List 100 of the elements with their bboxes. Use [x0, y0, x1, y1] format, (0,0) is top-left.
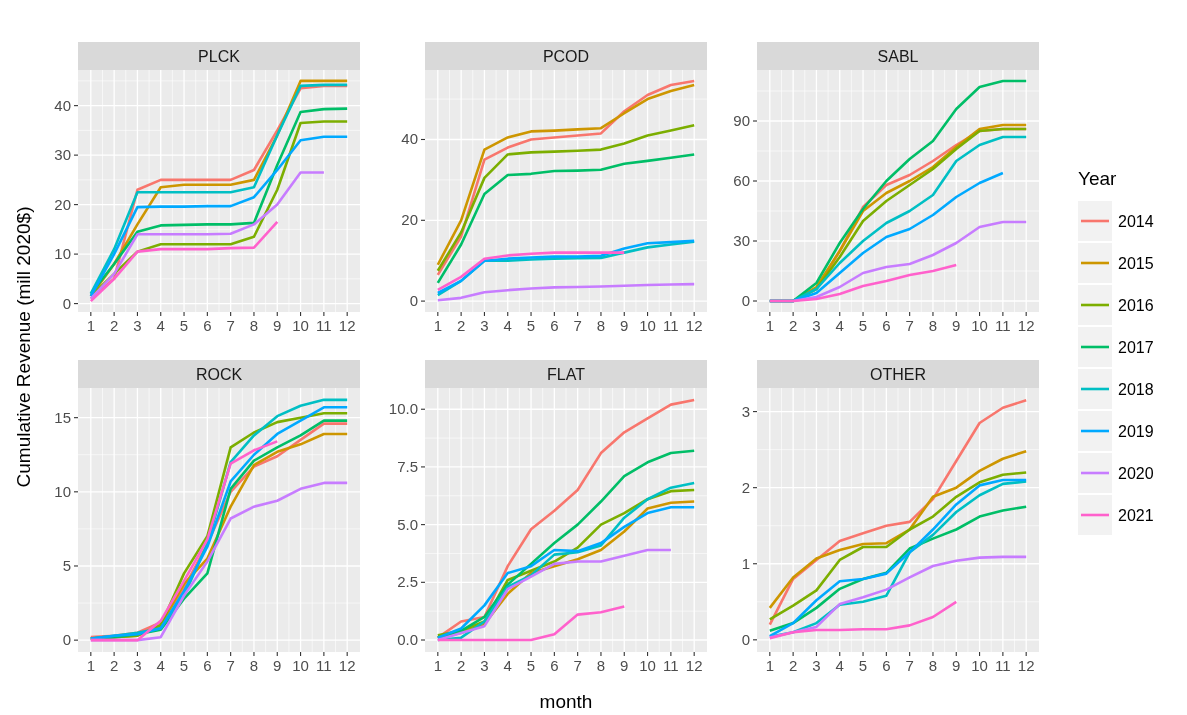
x-tick-label: 6 [203, 657, 212, 674]
x-tick-label: 3 [812, 317, 821, 334]
x-tick-label: 11 [663, 317, 679, 334]
x-tick-label: 1 [765, 657, 774, 674]
x-tick-label: 5 [526, 317, 536, 334]
y-tick-label: 30 [54, 146, 71, 164]
y-tick-label: 7.5 [397, 457, 418, 475]
legend-label: 2019 [1118, 423, 1154, 440]
x-tick-label: 10 [639, 657, 656, 674]
x-tick-label: 1 [765, 317, 774, 334]
y-axis-title: Cumulative Revenue (mill 2020$) [13, 206, 34, 488]
x-tick-label: 4 [503, 317, 512, 334]
x-tick-label: 2 [109, 317, 119, 334]
chart-title: PLCK [198, 48, 241, 65]
chart-title: OTHER [870, 366, 926, 383]
x-tick-label: 1 [433, 657, 442, 674]
y-tick-label: 2 [741, 478, 750, 496]
chart-title: FLAT [547, 366, 586, 383]
x-tick-label: 10 [971, 657, 988, 674]
y-tick-label: 5 [62, 556, 71, 574]
x-tick-label: 1 [433, 317, 442, 334]
x-tick-label: 8 [249, 657, 259, 674]
x-tick-label: 3 [480, 657, 489, 674]
y-tick-label: 20 [401, 211, 418, 229]
legend-label: 2017 [1118, 339, 1154, 356]
x-tick-label: 7 [573, 657, 582, 674]
x-tick-label: 8 [596, 317, 606, 334]
x-tick-label: 2 [788, 657, 798, 674]
x-tick-label: 5 [858, 317, 868, 334]
y-tick-label: 40 [401, 130, 418, 148]
x-tick-label: 1 [86, 657, 95, 674]
x-tick-label: 4 [156, 657, 165, 674]
x-tick-label: 11 [995, 317, 1011, 334]
y-tick-label: 5.0 [397, 515, 418, 533]
x-tick-label: 10 [639, 317, 656, 334]
x-tick-label: 9 [952, 317, 961, 334]
y-tick-label: 30 [733, 232, 750, 249]
x-tick-label: 2 [788, 317, 798, 334]
x-tick-label: 11 [663, 657, 679, 674]
x-tick-label: 7 [573, 317, 582, 334]
legend-label: 2014 [1118, 213, 1154, 230]
x-tick-label: 7 [226, 657, 235, 674]
y-tick-label: 60 [733, 172, 750, 189]
x-tick-label: 4 [156, 317, 165, 334]
x-tick-label: 6 [550, 317, 559, 334]
x-tick-label: 5 [526, 657, 536, 674]
y-tick-label: 0.0 [397, 631, 418, 648]
x-tick-label: 7 [905, 657, 914, 674]
x-tick-label: 12 [1017, 657, 1035, 674]
x-tick-label: 8 [249, 317, 259, 334]
x-tick-label: 3 [480, 317, 489, 334]
y-tick-label: 0 [741, 630, 750, 648]
x-tick-label: 3 [812, 657, 821, 674]
x-tick-label: 6 [550, 657, 559, 674]
x-tick-label: 11 [316, 317, 332, 334]
x-tick-label: 7 [905, 317, 914, 334]
y-tick-label: 20 [54, 195, 71, 213]
x-tick-label: 10 [292, 657, 309, 674]
x-tick-label: 5 [858, 657, 868, 674]
x-tick-label: 9 [273, 657, 282, 674]
x-axis-title: month [539, 691, 593, 712]
x-tick-label: 10 [971, 317, 988, 334]
x-tick-label: 6 [882, 317, 891, 334]
y-tick-label: 2.5 [397, 573, 418, 591]
x-tick-label: 2 [109, 657, 119, 674]
x-tick-label: 9 [620, 657, 629, 674]
y-tick-label: 90 [733, 112, 750, 129]
x-tick-label: 2 [456, 657, 466, 674]
legend-title: Year [1078, 168, 1118, 189]
y-tick-label: 40 [54, 96, 71, 114]
y-tick-label: 10.0 [388, 400, 418, 418]
x-tick-label: 1 [86, 317, 95, 334]
x-tick-label: 7 [226, 317, 235, 334]
y-tick-label: 0 [62, 631, 71, 649]
legend-label: 2018 [1118, 381, 1154, 398]
x-tick-label: 8 [928, 657, 938, 674]
x-tick-label: 4 [503, 657, 512, 674]
y-tick-label: 0 [409, 292, 418, 310]
y-tick-label: 15 [54, 408, 71, 426]
legend-label: 2021 [1118, 507, 1154, 524]
x-tick-label: 3 [133, 657, 142, 674]
chart-title: PCOD [542, 48, 590, 65]
y-tick-label: 10 [54, 482, 71, 500]
legend-label: 2016 [1118, 297, 1154, 314]
x-tick-label: 11 [316, 657, 332, 674]
x-tick-label: 10 [292, 317, 309, 334]
x-tick-label: 12 [685, 317, 703, 334]
x-tick-label: 12 [338, 657, 356, 674]
x-tick-label: 11 [995, 657, 1011, 674]
x-tick-label: 9 [952, 657, 961, 674]
x-tick-label: 3 [133, 317, 142, 334]
x-tick-label: 8 [928, 317, 938, 334]
x-tick-label: 5 [179, 657, 189, 674]
legend-label: 2015 [1118, 255, 1154, 272]
y-tick-label: 10 [54, 245, 71, 263]
x-tick-label: 8 [596, 657, 606, 674]
chart-title: ROCK [195, 366, 243, 383]
x-tick-label: 12 [338, 317, 356, 334]
x-tick-label: 6 [203, 317, 212, 334]
x-tick-label: 5 [179, 317, 189, 334]
